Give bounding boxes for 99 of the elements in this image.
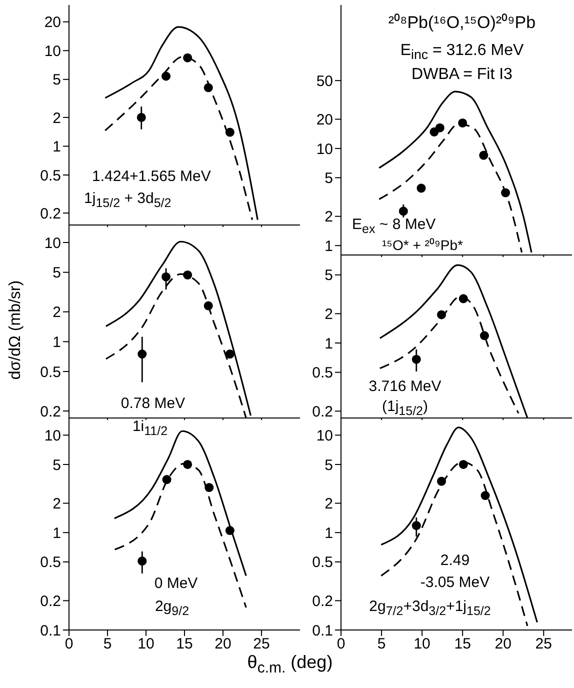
y-tick-label: 0.5 [40,554,61,572]
y-tick-label: 10 [316,427,333,444]
y-tick-label: 0.2 [312,593,333,610]
point [204,83,213,92]
y-tick-label: 1 [52,524,61,542]
point [136,112,146,122]
y-tick-label: 10 [44,427,61,444]
y-tick-label: 0.2 [40,205,61,222]
x-tick-label: 0 [336,636,346,653]
x-axis-title: θ$_{c.m.}$ (deg) [247,652,333,677]
x-tick-label: 20 [494,636,512,653]
line-series [378,90,532,254]
annotation: -3.05 MeV [420,574,490,591]
y-tick-label: 1 [324,524,333,542]
point [225,526,234,536]
point [412,354,421,364]
annotation: E$_{ex}$ ~ 8 MeV [352,216,436,236]
point [138,350,147,359]
x-tick-label: 10 [138,636,154,653]
y-tick-label: 2 [52,304,61,322]
point [458,118,468,128]
x-tick-label: 5 [377,636,386,653]
point [162,72,171,81]
point [183,460,192,469]
annotation: 1.424+1.565 MeV [92,168,211,185]
y-tick-label: 2 [324,496,333,513]
point [225,128,234,137]
annotation: 3.716 MeV [368,378,442,395]
point [138,556,147,566]
y-tick-label: 1 [324,335,333,352]
y-tick-label: 10 [44,42,61,60]
point [435,123,444,132]
annotation: 1i$_{11/2}$ [132,418,168,438]
annotation: 2g$_{7/2}$+3d$_{3/2}$+1j$_{15/2}$ [369,598,491,618]
annotation: 2g$_{9/2}$ [154,598,190,618]
point [479,150,488,160]
annotation: 0 MeV [154,575,198,592]
annotation: ¹⁵O* + ²⁰⁹Pb* [382,236,463,254]
y-tick-label: 20 [44,14,61,32]
y-tick-label: 1 [52,138,61,156]
y-tick-label: 50 [316,72,333,90]
point [162,272,171,282]
point [162,475,172,484]
x-tick-label: 25 [535,636,552,653]
point [412,521,421,530]
y-tick-label: 10 [44,234,61,252]
point [183,53,192,62]
y-tick-label: 5 [324,170,333,188]
y-tick-label: 0.5 [312,554,333,572]
x-tick-label: 20 [214,636,232,653]
y-tick-label: 0.1 [40,622,61,640]
point [225,350,234,359]
y-tick-label: 1 [324,238,333,255]
point [480,331,489,340]
point [183,270,192,280]
point [398,206,408,216]
y-tick-label: 10 [316,140,333,158]
y-tick-label: 2 [52,496,61,513]
point [436,310,446,320]
point [204,483,214,492]
x-tick-label: 0 [64,636,74,653]
y-tick-label: 5 [324,267,333,284]
annotation: 0.78 MeV [120,395,186,412]
y-tick-label: 5 [52,456,61,474]
annotation: 2.49 [440,552,470,569]
x-tick-label: 5 [103,636,112,653]
y-tick-label: 5 [324,456,333,474]
point [204,301,213,310]
point [416,184,426,193]
line-series [105,240,252,416]
annotation: ²⁰⁸Pb(¹⁶O,¹⁵O)²⁰⁹Pb [388,12,536,33]
point [436,476,446,486]
annotation: (1j$_{15/2}$) [382,398,428,418]
y-tick-label: 20 [316,112,333,129]
annotation: 1j$_{15/2}$ + 3d$_{5/2}$ [84,190,172,210]
y-tick-label: 0.1 [312,622,333,640]
point [501,188,510,198]
y-tick-label: 0.5 [40,364,61,381]
y-tick-label: 0.2 [40,403,61,420]
annotation: E$_{inc}$ = 312.6 MeV [400,42,524,62]
point [480,491,490,500]
y-axis-title: dσ/dΩ (mb/sr) [7,280,25,380]
y-tick-label: 5 [52,72,61,89]
y-tick-label: 2 [324,208,333,226]
x-tick-label: 10 [414,636,430,653]
point [458,294,468,304]
y-tick-label: 0.2 [312,403,333,420]
annotation: DWBA = Fit I3 [412,66,512,84]
y-tick-label: 0.2 [40,593,61,610]
y-tick-label: 0.5 [40,167,61,184]
point [458,460,468,469]
x-tick-label: 15 [454,636,471,653]
y-tick-label: 2 [52,110,61,127]
y-tick-label: 1 [52,334,61,351]
y-tick-label: 2 [324,306,333,323]
x-tick-label: 25 [253,636,270,653]
y-tick-label: 5 [52,264,61,282]
x-tick-label: 15 [176,636,193,653]
y-tick-label: 0.5 [312,364,333,382]
